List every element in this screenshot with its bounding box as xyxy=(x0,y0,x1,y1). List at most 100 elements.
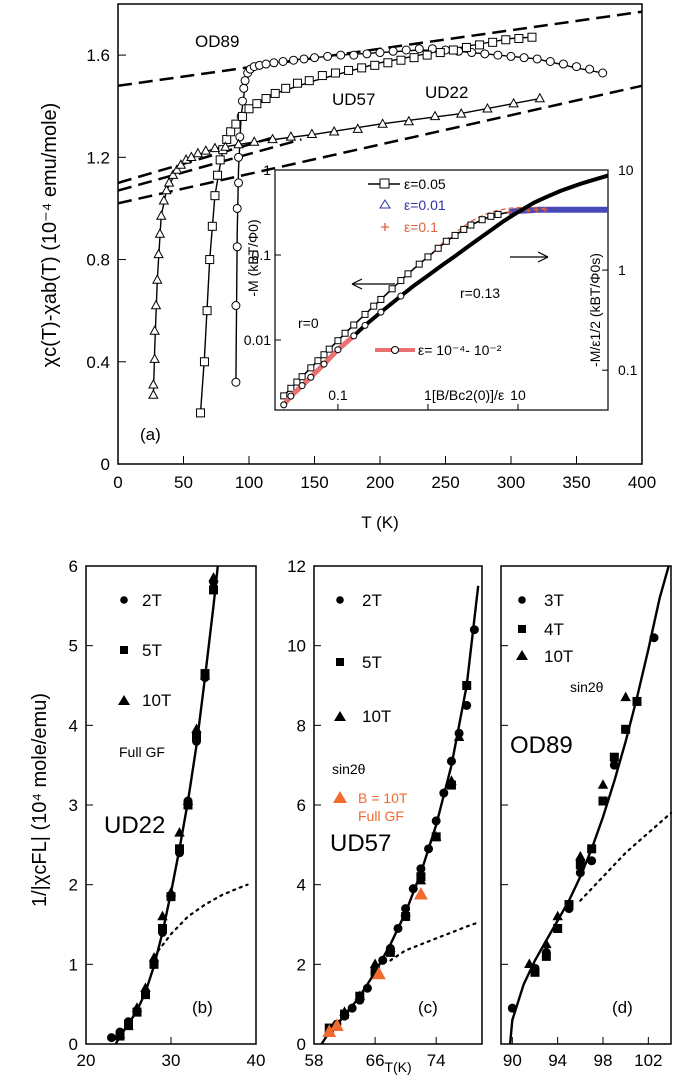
d-point-s2-0 xyxy=(524,958,535,969)
d-legend-label-1: 4T xyxy=(544,620,564,639)
a-point-od89-35 xyxy=(506,51,516,61)
d-fit-curve xyxy=(508,565,670,1045)
a-point-ud22-26 xyxy=(328,125,340,136)
d-point-s1-4 xyxy=(575,860,585,870)
c-ytick-label-3: 6 xyxy=(297,796,306,815)
inset-point-r0-23 xyxy=(467,221,475,229)
b-sample-label: UD22 xyxy=(104,812,165,839)
inset-point-r0-5 xyxy=(314,357,322,365)
c-point-s0-19 xyxy=(469,625,479,635)
a-point-od89-27 xyxy=(401,45,411,55)
a-point-ud22-27 xyxy=(352,123,363,133)
a-point-od89-4 xyxy=(234,178,244,188)
b-xtick-label-2: 40 xyxy=(247,1051,266,1070)
b-point-s2-8 xyxy=(182,795,194,805)
c-point-s0-12 xyxy=(416,864,426,874)
inset-y-axis-label-left: -M (kBT/Φ0) xyxy=(245,219,261,296)
b-point-s2-9 xyxy=(191,723,202,734)
panel-c: 58 66 74 0 2 4 6 8 10 12 2T 5T 10T B = 10T Full G… xyxy=(287,557,483,1075)
c-ytick-label-0: 0 xyxy=(297,1035,306,1054)
inset-point-r013-7 xyxy=(361,321,369,329)
d-point-s1-6 xyxy=(598,796,608,806)
inset-point-r0-18 xyxy=(424,253,432,261)
b-panel-label: (b) xyxy=(192,998,213,1017)
b-ytick-label-3: 3 xyxy=(69,796,78,815)
c-point-s0-16 xyxy=(446,756,456,766)
a-point-od89-25 xyxy=(375,48,385,58)
a-point-od89-41 xyxy=(585,64,595,74)
a-point-ud22-2 xyxy=(149,353,160,363)
a-xtick-label-5: 250 xyxy=(431,473,459,492)
a-point-od89-16 xyxy=(269,58,279,68)
a-point-od89-24 xyxy=(362,49,372,59)
a-point-ud22-7 xyxy=(154,228,166,238)
d-legend-label-2: 10T xyxy=(544,647,573,666)
b-ytick-label-1: 1 xyxy=(69,955,78,974)
a-point-ud57-6 xyxy=(213,170,223,180)
inset-point-r0-15 xyxy=(397,277,405,285)
inset-point-r0-21 xyxy=(451,231,459,239)
inset-arrow-left xyxy=(351,278,395,290)
a-xtick-label-0: 0 xyxy=(113,473,122,492)
c-legend-label-1: 5T xyxy=(362,653,382,672)
a-point-ud57-7 xyxy=(215,155,225,165)
d-point-s2-5 xyxy=(620,691,631,702)
inset-point-r013-9 xyxy=(397,292,405,300)
b-axis-ticks: 20 30 40 0 1 2 3 4 5 6 xyxy=(69,557,266,1070)
b-point-s2-5 xyxy=(157,910,168,921)
a-point-ud22-18 xyxy=(200,145,212,155)
a-point-ud22-33 xyxy=(508,97,519,108)
a-point-ud57-25 xyxy=(383,58,393,68)
a-xtick-label-2: 100 xyxy=(235,473,263,492)
a-point-od89-22 xyxy=(336,50,346,60)
d-axis-ticks: 90 94 98 102 xyxy=(501,565,663,1070)
b-point-s1-7 xyxy=(175,844,184,854)
a-dashed-line-2 xyxy=(117,138,302,192)
a-point-ud57-21 xyxy=(330,68,340,78)
inset-xtick-label-2: 10 xyxy=(510,387,526,403)
c-point-s2-2 xyxy=(369,958,381,969)
a-point-od89-20 xyxy=(310,53,319,63)
b-legend-label-1: 5T xyxy=(142,641,162,660)
b-legend-label-0: 2T xyxy=(142,591,162,610)
inset-point-r0-19 xyxy=(434,244,442,252)
inset-point-r0-4 xyxy=(307,364,315,372)
inset-legend-item-0: ε=0.05 xyxy=(368,176,446,192)
b-dotted-curve xyxy=(152,883,249,958)
a-ytick-label-3: 1.2 xyxy=(86,148,110,167)
inset-point-r0-6 xyxy=(320,351,328,359)
inset-point-r0-13 xyxy=(377,295,385,303)
b-point-s1-9 xyxy=(192,732,201,742)
d-point-s0-8 xyxy=(609,760,619,770)
a-point-ud22-29 xyxy=(403,115,415,126)
panel-b-frame xyxy=(85,565,257,1045)
inset-curves xyxy=(280,173,609,409)
b-fit-curve xyxy=(114,565,219,1045)
c-point-s0-3 xyxy=(347,1003,357,1013)
a-point-ud57-36 xyxy=(527,32,537,42)
inset-point-r0-2 xyxy=(293,378,301,386)
a-point-ud57-14 xyxy=(252,99,262,109)
c-point-s0-5 xyxy=(362,983,372,993)
d-point-s0-11 xyxy=(649,633,659,643)
a-x-axis-label: T (K) xyxy=(361,513,398,532)
c-ytick-label-1: 2 xyxy=(297,955,306,974)
a-point-ud57-28 xyxy=(422,50,432,60)
a-point-ud57-19 xyxy=(304,76,314,86)
a-point-ud57-32 xyxy=(475,40,485,50)
a-point-ud22-24 xyxy=(285,131,297,141)
c-ytick-label-5: 10 xyxy=(287,637,306,656)
inset-point-r013-1 xyxy=(287,392,295,400)
panel-d-frame xyxy=(500,565,672,1045)
a-point-ud57-18 xyxy=(292,78,302,88)
inset-point-r0-8 xyxy=(334,337,342,345)
a-ytick-label-0: 0 xyxy=(101,455,110,474)
a-point-od89-5 xyxy=(234,152,244,162)
c-ytick-label-2: 4 xyxy=(297,876,306,895)
d-legend-label-0: 3T xyxy=(544,591,564,610)
a-point-od89-10 xyxy=(240,76,250,86)
a-series-label-ud57: UD57 xyxy=(332,90,375,109)
a-xtick-label-1: 50 xyxy=(174,473,193,492)
c-point-s3-1 xyxy=(330,1018,344,1031)
